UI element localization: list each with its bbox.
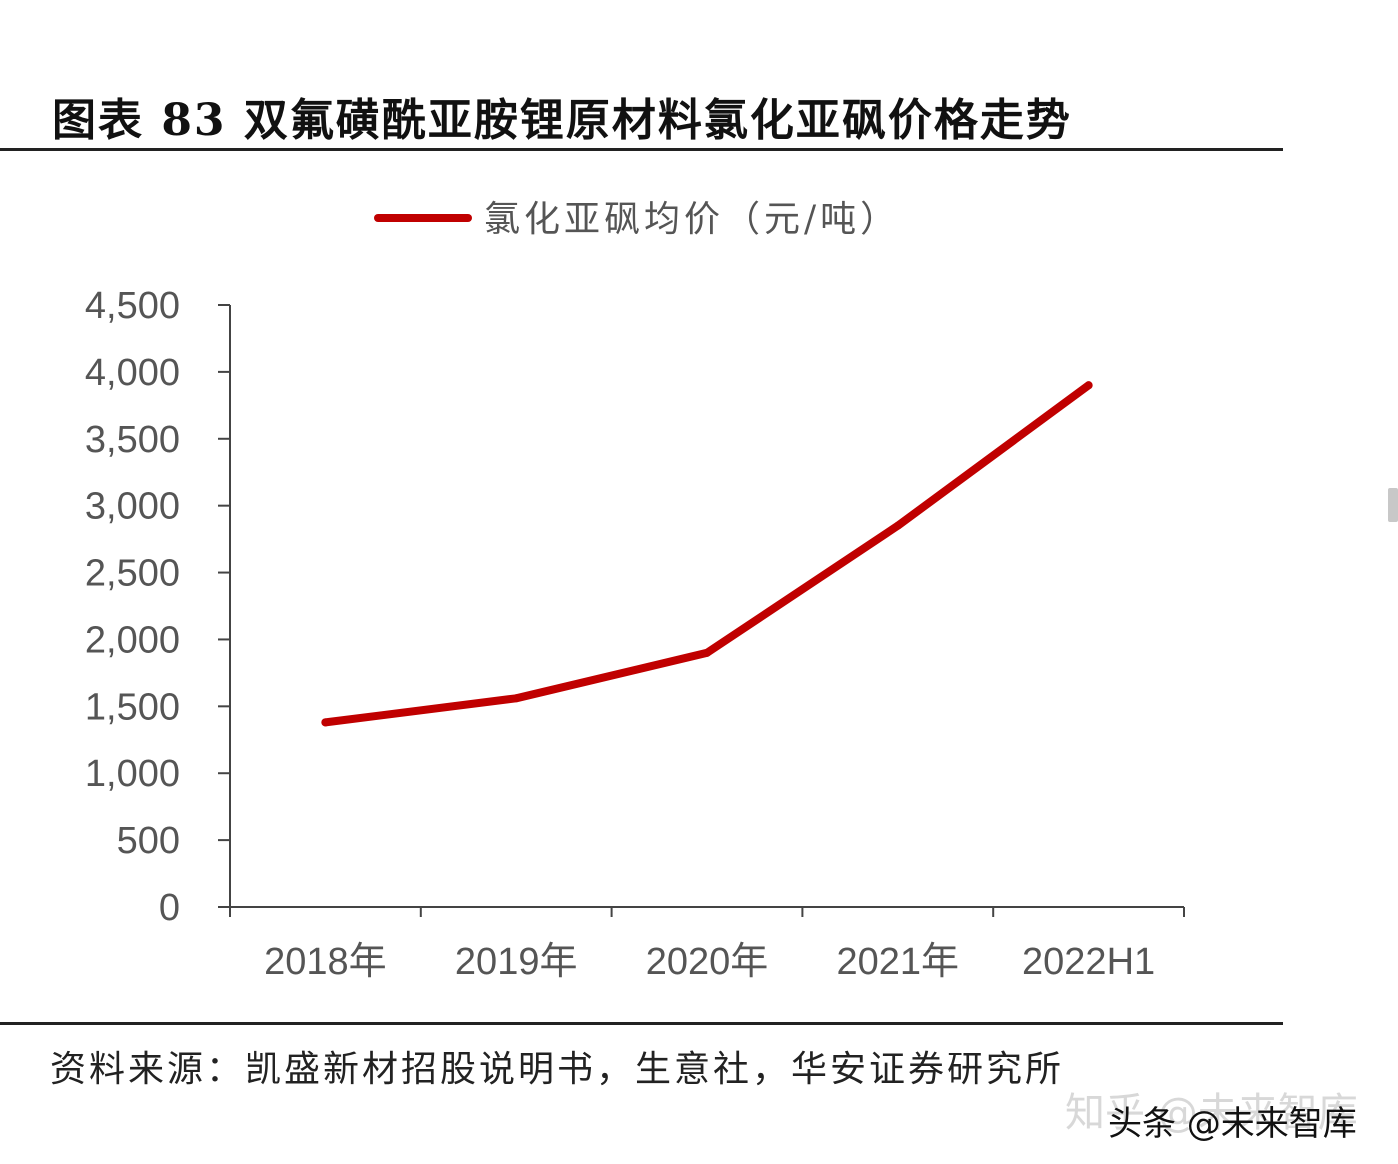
x-tick-label: 2021年: [837, 941, 960, 983]
x-tick-label: 2022H1: [1022, 941, 1155, 983]
watermark-toutiao: 头条 @未来智库: [1108, 1104, 1357, 1144]
y-tick-label: 3,000: [85, 486, 180, 528]
scrollbar-thumb[interactable]: [1388, 488, 1398, 522]
y-tick-label: 3,500: [85, 419, 180, 461]
y-tick-label: 1,000: [85, 753, 180, 795]
x-tick-label: 2019年: [455, 941, 578, 983]
y-axis: 0 500 1,000 1,500 2,000 2,500 3,000 3,500 4,000 4…: [85, 285, 231, 929]
source-note: 资料来源：凯盛新材招股说明书，生意社，华安证券研究所: [50, 1049, 1065, 1090]
y-tick-label: 2,000: [85, 619, 180, 661]
x-axis: 2018年 2019年 2020年 2021年 2022H1: [229, 906, 1185, 983]
bottom-rule: [0, 1022, 1283, 1025]
y-tick-label: 4,000: [85, 352, 180, 394]
legend-label: 氯化亚砜均价（元/吨）: [484, 199, 900, 240]
series-line: [321, 381, 1093, 727]
data-point: [321, 718, 330, 727]
y-tick-label: 2,500: [85, 553, 180, 595]
y-tick-label: 4,500: [85, 285, 180, 327]
y-tick-label: 500: [117, 820, 180, 862]
x-tick-label: 2018年: [264, 941, 387, 983]
data-point: [703, 648, 711, 657]
data-point: [893, 521, 902, 530]
y-tick-label: 1,500: [85, 686, 180, 728]
watermark-zhihu: 知乎 @未来智库: [1065, 1090, 1358, 1136]
series: [321, 381, 1093, 727]
data-point: [1084, 381, 1093, 390]
data-point: [512, 694, 521, 703]
y-tick-label: 0: [159, 887, 180, 929]
top-rule: [0, 148, 1283, 151]
figure-title: 图表 83 双氟磺酰亚胺锂原材料氯化亚砜价格走势: [52, 95, 1072, 146]
x-tick-label: 2020年: [646, 941, 769, 983]
legend: 氯化亚砜均价（元/吨）: [374, 199, 900, 240]
